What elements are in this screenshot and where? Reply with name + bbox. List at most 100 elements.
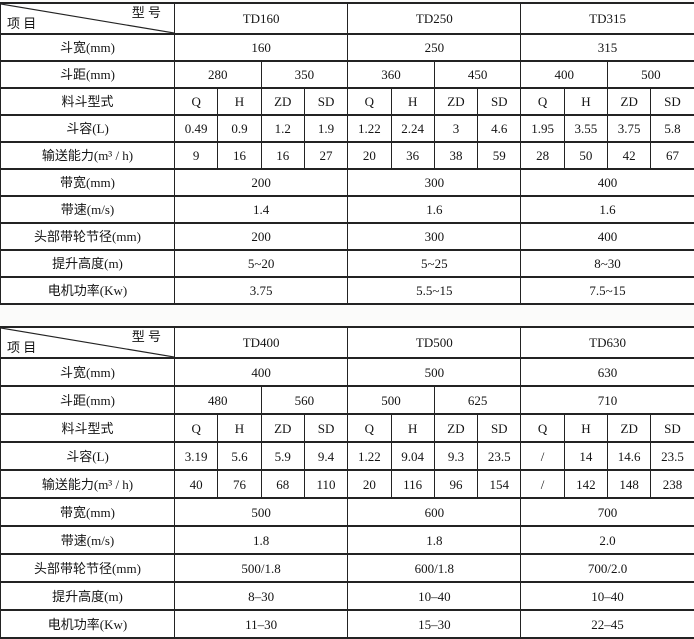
row-label-bucket-width: 斗宽(mm): [0, 357, 175, 387]
value-cell: 0.9: [217, 114, 262, 143]
row-label-belt-speed: 带速(m/s): [0, 525, 175, 555]
value-cell: 1.6: [347, 195, 522, 224]
row-label-head-pulley: 头部带轮节径(mm): [0, 222, 175, 251]
model-name: TD250: [347, 2, 522, 35]
value-cell: 3.75: [173, 276, 349, 305]
value-cell: 500: [607, 60, 694, 89]
value-cell: 450: [433, 60, 522, 89]
value-cell: 500: [347, 385, 435, 415]
value-cell: Q: [347, 413, 392, 443]
model-header-label: 型 号: [131, 329, 161, 344]
value-cell: 7.5~15: [520, 276, 694, 305]
row-label-bucket-volume: 斗容(L): [0, 114, 175, 143]
value-cell: 38: [433, 141, 479, 170]
value-cell: SD: [477, 413, 522, 443]
model-name: TD315: [520, 2, 694, 35]
value-cell: 28: [520, 141, 565, 170]
spec-table-td160-td315: 型 号 项 目 TD160 TD250 TD315 斗宽(mm) 160 250…: [0, 2, 694, 305]
row-label-head-pulley: 头部带轮节径(mm): [0, 553, 175, 583]
row-label-bucket-pitch: 斗距(mm): [0, 385, 175, 415]
value-cell: 3.19: [173, 441, 219, 471]
value-cell: 23.5: [650, 441, 694, 471]
value-cell: 27: [303, 141, 349, 170]
row-label-throughput: 输送能力(m³ / h): [0, 141, 175, 170]
value-cell: 110: [303, 469, 349, 499]
value-cell: 3.55: [563, 114, 609, 143]
header-corner-cell: 型 号 项 目: [0, 2, 175, 35]
header-corner-cell: 型 号 项 目: [0, 326, 175, 359]
value-cell: 76: [217, 469, 262, 499]
value-cell: 9.3: [433, 441, 479, 471]
value-cell: 68: [260, 469, 305, 499]
value-cell: 2.0: [520, 525, 694, 555]
value-cell: 1.8: [173, 525, 349, 555]
value-cell: /: [520, 469, 565, 499]
value-cell: H: [217, 87, 262, 116]
value-cell: 5.6: [217, 441, 262, 471]
value-cell: 300: [347, 168, 522, 197]
value-cell: 710: [520, 385, 694, 415]
item-header-label: 项 目: [7, 340, 37, 355]
value-cell: SD: [650, 87, 694, 116]
value-cell: 350: [260, 60, 349, 89]
value-cell: 5.9: [260, 441, 305, 471]
value-cell: H: [563, 87, 609, 116]
value-cell: 1.4: [173, 195, 349, 224]
value-cell: Q: [520, 87, 565, 116]
value-cell: /: [520, 441, 565, 471]
value-cell: 154: [477, 469, 522, 499]
value-cell: 9.4: [303, 441, 349, 471]
value-cell: 50: [563, 141, 609, 170]
value-cell: 5~25: [347, 249, 522, 278]
value-cell: 1.22: [347, 441, 392, 471]
value-cell: 148: [607, 469, 652, 499]
model-name: TD160: [173, 2, 349, 35]
value-cell: 1.9: [303, 114, 349, 143]
value-cell: 4.6: [477, 114, 522, 143]
value-cell: H: [390, 413, 435, 443]
value-cell: 1.2: [260, 114, 305, 143]
value-cell: 8~30: [520, 249, 694, 278]
row-label-lift-height: 提升高度(m): [0, 249, 175, 278]
model-header-label: 型 号: [131, 5, 161, 20]
model-name: TD500: [347, 326, 522, 359]
value-cell: 5~20: [173, 249, 349, 278]
row-label-belt-speed: 带速(m/s): [0, 195, 175, 224]
value-cell: 250: [347, 33, 522, 62]
value-cell: 600: [347, 497, 522, 527]
value-cell: H: [563, 413, 609, 443]
value-cell: 500: [173, 497, 349, 527]
value-cell: SD: [303, 87, 349, 116]
value-cell: 9.04: [390, 441, 435, 471]
value-cell: 5.5~15: [347, 276, 522, 305]
value-cell: 400: [173, 357, 349, 387]
value-cell: 23.5: [477, 441, 522, 471]
value-cell: 16: [260, 141, 305, 170]
row-label-motor-power: 电机功率(Kw): [0, 276, 175, 305]
value-cell: 2.24: [390, 114, 435, 143]
value-cell: ZD: [433, 87, 479, 116]
value-cell: 1.8: [347, 525, 522, 555]
value-cell: 14.6: [607, 441, 652, 471]
row-label-lift-height: 提升高度(m): [0, 581, 175, 611]
value-cell: 42: [607, 141, 652, 170]
value-cell: 3: [433, 114, 479, 143]
value-cell: 142: [563, 469, 609, 499]
value-cell: ZD: [260, 87, 305, 116]
row-label-bucket-pitch: 斗距(mm): [0, 60, 175, 89]
model-name: TD630: [520, 326, 694, 359]
value-cell: 16: [217, 141, 262, 170]
value-cell: SD: [650, 413, 694, 443]
row-label-motor-power: 电机功率(Kw): [0, 609, 175, 639]
row-label-bucket-type: 料斗型式: [0, 87, 175, 116]
value-cell: 8–30: [173, 581, 349, 611]
value-cell: H: [217, 413, 262, 443]
row-label-throughput: 输送能力(m³ / h): [0, 469, 175, 499]
value-cell: 500/1.8: [173, 553, 349, 583]
value-cell: Q: [173, 413, 219, 443]
item-header-label: 项 目: [7, 16, 37, 31]
value-cell: 280: [174, 60, 262, 89]
value-cell: 3.75: [607, 114, 652, 143]
spec-table-td400-td630: 型 号 项 目 TD400 TD500 TD630 斗宽(mm) 400 500…: [0, 326, 694, 639]
value-cell: Q: [520, 413, 565, 443]
